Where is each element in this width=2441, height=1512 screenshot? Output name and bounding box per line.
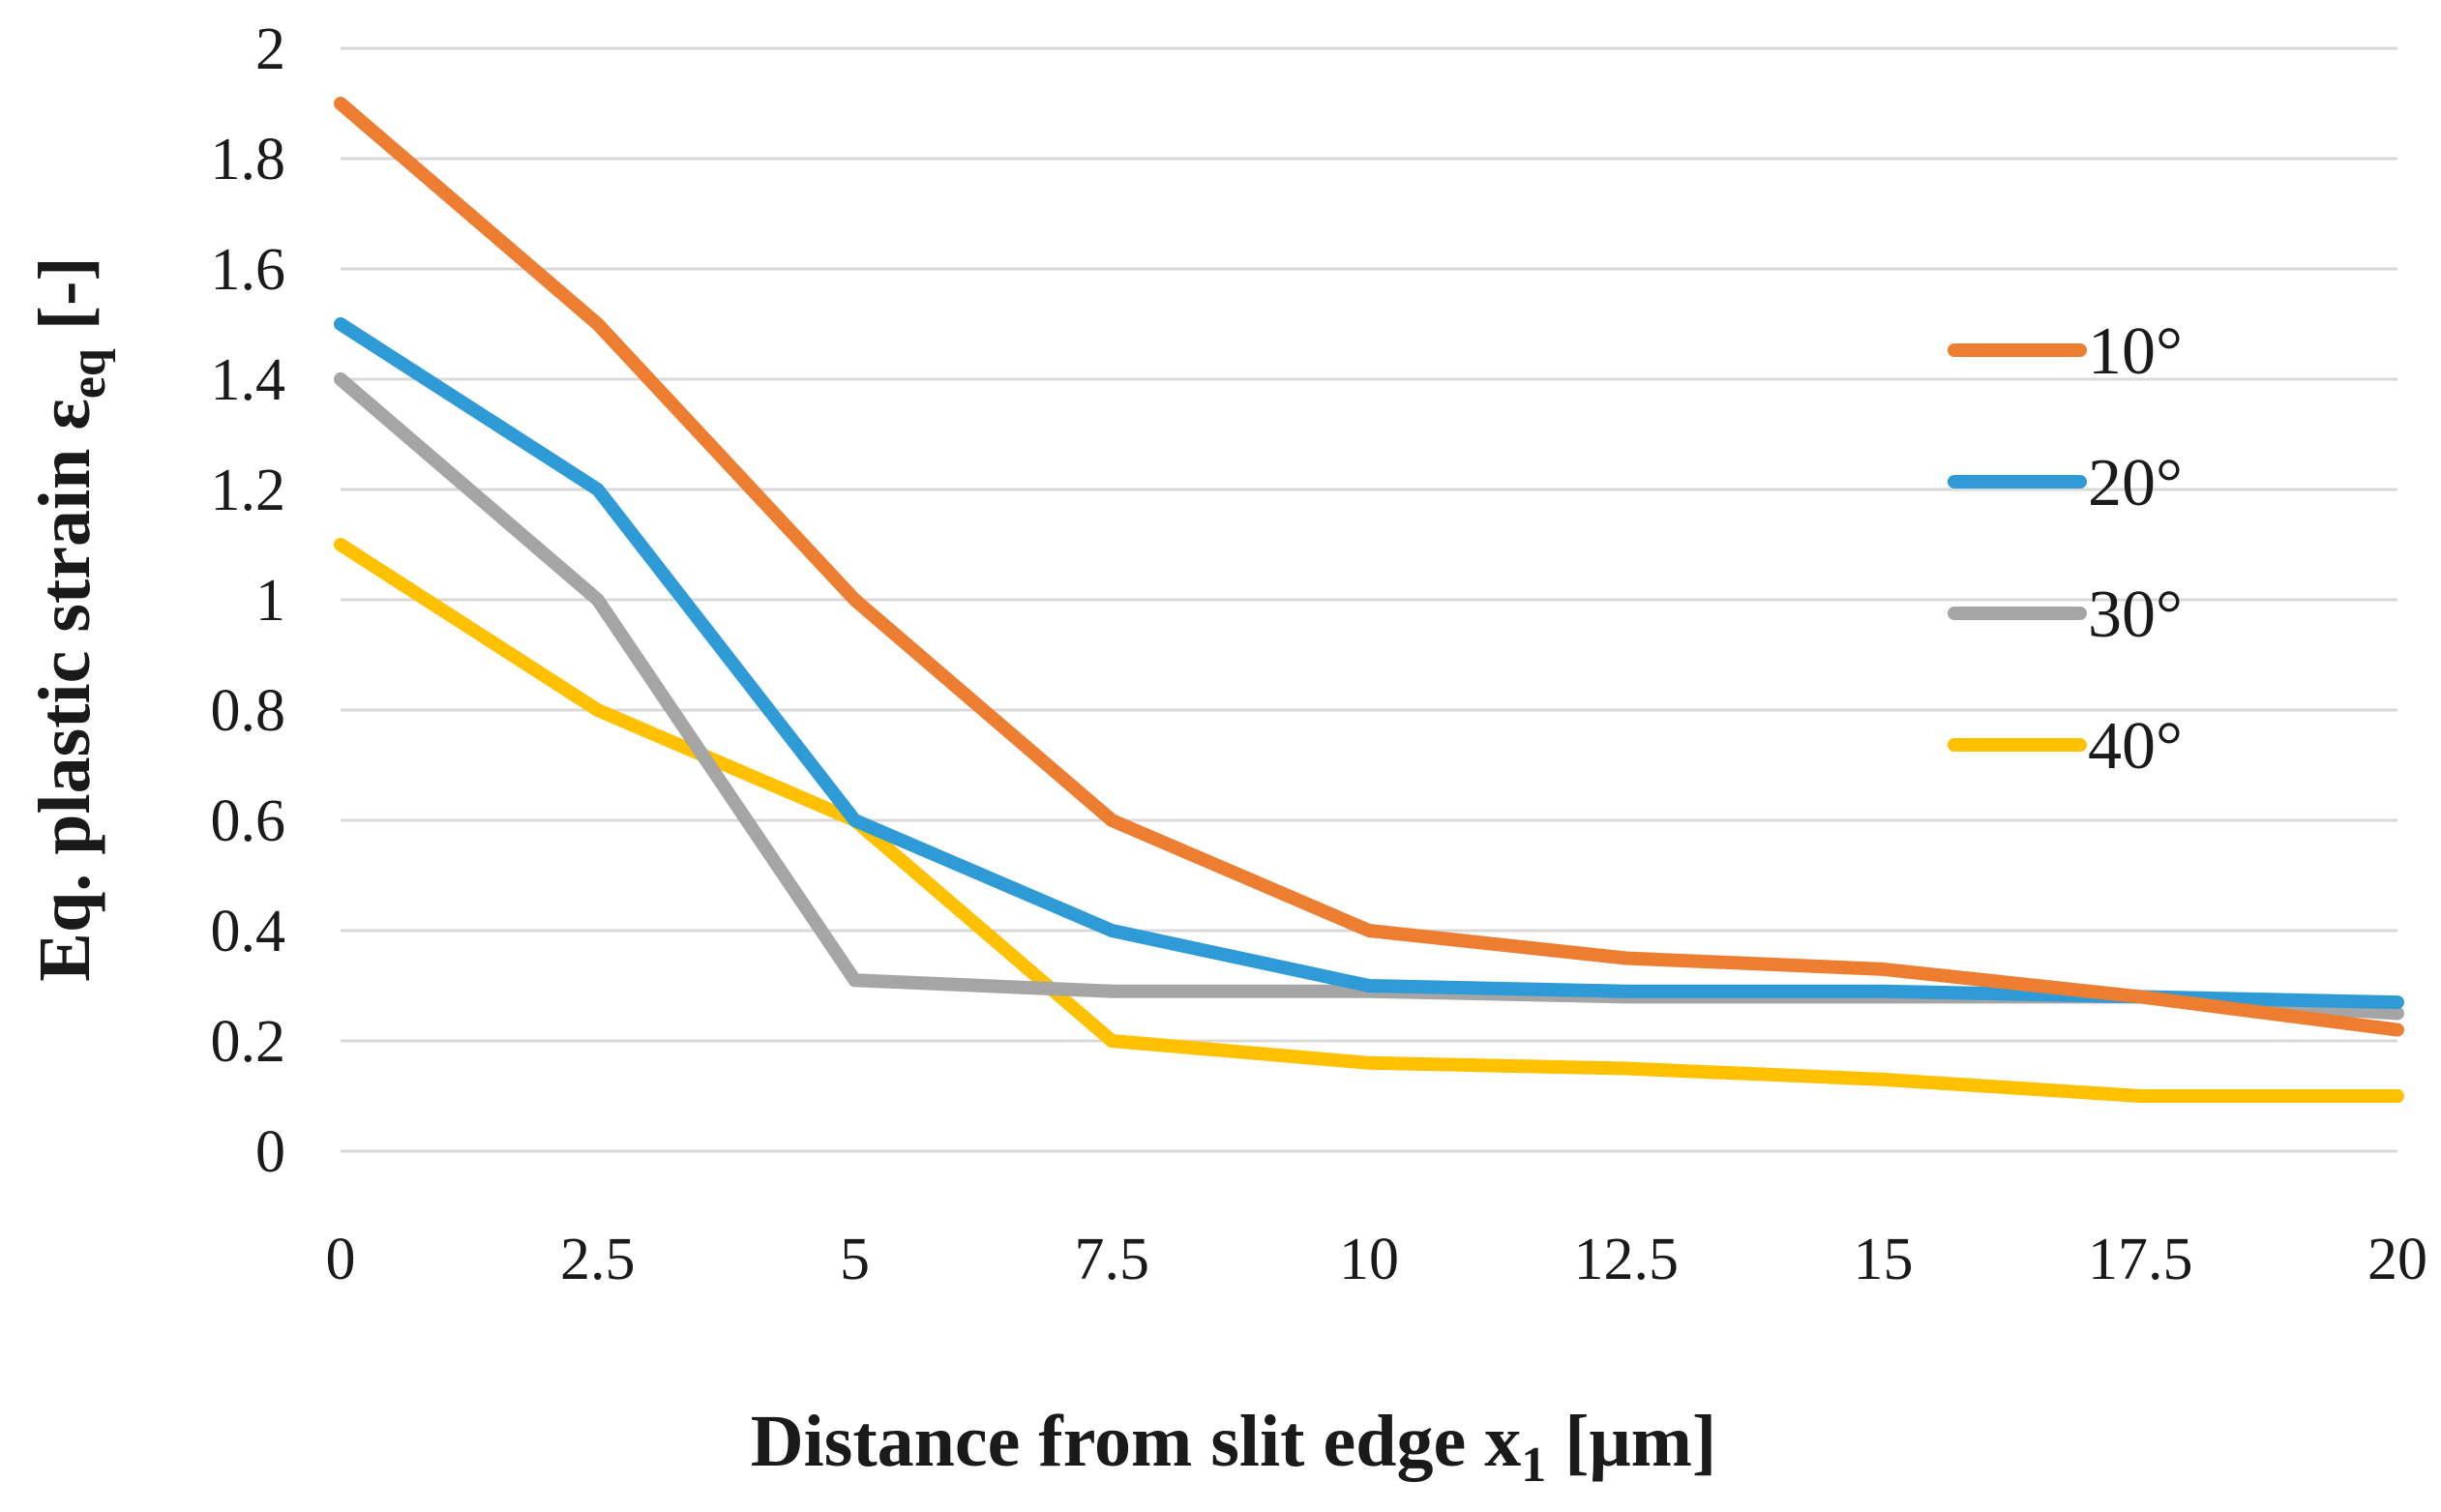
x-axis-title: Distance from slit edge x1 [μm] [751, 1401, 1716, 1493]
x-axis-ticks: 0 2.5 5 7.5 10 12.5 15 17.5 20 [326, 1227, 2428, 1292]
y-tick-label: 0.2 [211, 1009, 286, 1075]
y-tick-label: 1.4 [211, 347, 286, 413]
y-tick-label: 1 [255, 568, 285, 634]
legend-label: 40° [2088, 709, 2183, 784]
y-tick-label: 1.2 [211, 458, 286, 523]
x-tick-label: 15 [1854, 1227, 1914, 1292]
legend-label: 20° [2088, 446, 2183, 520]
y-tick-label: 0 [255, 1119, 285, 1185]
x-tick-label: 7.5 [1075, 1227, 1150, 1292]
series-line-20deg [334, 317, 2404, 1010]
y-tick-label: 0.6 [211, 788, 286, 854]
y-tick-label: 2 [255, 16, 285, 82]
series-line-10deg [334, 97, 2404, 1037]
legend: 10° 20° 30° 40° [1948, 314, 2183, 784]
x-tick-label: 0 [326, 1227, 356, 1292]
x-tick-label: 12.5 [1574, 1227, 1680, 1292]
x-tick-label: 2.5 [560, 1227, 636, 1292]
x-tick-label: 17.5 [2088, 1227, 2193, 1292]
series-lines [334, 97, 2404, 1103]
x-tick-label: 20 [2367, 1227, 2427, 1292]
x-tick-label: 10 [1339, 1227, 1399, 1292]
y-axis-title: Eq. plastic strain εeq [-] [24, 256, 116, 981]
legend-label: 30° [2088, 578, 2183, 652]
x-tick-label: 5 [840, 1227, 870, 1292]
y-tick-label: 1.6 [211, 237, 286, 303]
y-axis-ticks: 0 0.2 0.4 0.6 0.8 1 1.2 1.4 1.6 1.8 2 [211, 16, 286, 1185]
y-tick-label: 0.8 [211, 678, 286, 744]
y-tick-label: 1.8 [211, 127, 286, 193]
legend-label: 10° [2088, 314, 2183, 389]
series-line-40deg [334, 538, 2404, 1103]
y-tick-label: 0.4 [211, 899, 286, 964]
